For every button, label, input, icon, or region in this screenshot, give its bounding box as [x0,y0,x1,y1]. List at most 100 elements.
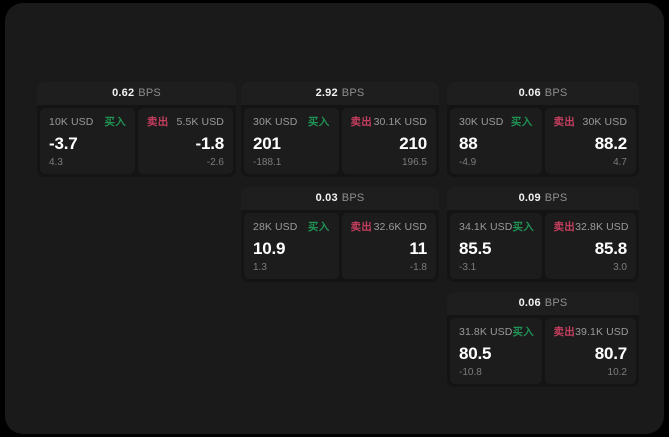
buy-notional: 31.8K USD [459,325,513,338]
bps-value: 2.92 [315,87,338,99]
sell-tag: 卖出 [553,116,576,128]
sell-tag: 卖出 [350,116,373,128]
quote-card[interactable]: 2.92 BPS 30K USD 买入 201 -188.1 30. [241,82,439,177]
buy-side[interactable]: 34.1K USD 买入 85.5 -3.1 [450,213,542,279]
sell-side[interactable]: 5.5K USD 卖出 -1.8 -2.6 [138,108,233,174]
buy-side[interactable]: 30K USD 买入 88 -4.9 [450,108,542,174]
card-header: 2.92 BPS [241,82,439,105]
bps-value: 0.06 [518,297,541,309]
buy-side-header: 28K USD 买入 [253,220,330,234]
sell-notional: 5.5K USD [176,115,224,128]
sell-side-header: 5.5K USD 卖出 [147,115,224,129]
sell-price: 11 [409,239,427,258]
card-sides: 10K USD 买入 -3.7 4.3 5.5K USD 卖出 -1.8 -2.… [37,105,236,177]
bps-unit: BPS [544,192,568,204]
sell-delta: -1.8 [409,262,427,273]
sell-price: 85.8 [594,239,627,258]
buy-delta: -10.8 [459,367,482,378]
buy-tag: 买入 [512,326,535,338]
sell-notional: 39.1K USD [575,325,629,338]
sell-side[interactable]: 30K USD 卖出 88.2 4.7 [544,108,636,174]
quote-board-panel: 0.62 BPS 10K USD 买入 -3.7 4.3 5.5K [5,3,664,434]
buy-tag: 买入 [512,221,535,233]
buy-side[interactable]: 10K USD 买入 -3.7 4.3 [40,108,135,174]
sell-side[interactable]: 39.1K USD 卖出 80.7 10.2 [544,318,636,384]
quote-card[interactable]: 0.03 BPS 28K USD 买入 10.9 1.3 32.6K [241,187,439,282]
bps-unit: BPS [341,192,365,204]
sell-side[interactable]: 32.6K USD 卖出 11 -1.8 [341,213,436,279]
sell-side[interactable]: 32.8K USD 卖出 85.8 3.0 [544,213,636,279]
sell-delta: 10.2 [607,367,627,378]
card-header: 0.09 BPS [447,187,639,210]
sell-side-header: 32.6K USD 卖出 [350,220,428,234]
buy-price: 85.5 [459,239,492,258]
bps-value: 0.09 [518,192,541,204]
bps-value: 0.62 [112,87,135,99]
sell-delta: 196.5 [401,157,427,168]
card-sides: 31.8K USD 买入 80.5 -10.8 39.1K USD 卖出 80.… [447,315,639,387]
buy-delta: 1.3 [253,262,267,273]
sell-notional: 30.1K USD [373,115,427,128]
buy-side-header: 30K USD 买入 [253,115,330,129]
card-sides: 30K USD 买入 201 -188.1 30.1K USD 卖出 210 1… [241,105,439,177]
buy-side[interactable]: 30K USD 买入 201 -188.1 [244,108,339,174]
buy-delta: -188.1 [253,157,282,168]
card-header: 0.06 BPS [447,82,639,105]
buy-delta: -4.9 [459,157,477,168]
sell-tag: 卖出 [147,116,169,128]
sell-side-header: 30.1K USD 卖出 [350,115,428,129]
buy-notional: 28K USD [253,220,298,233]
buy-side-header: 10K USD 买入 [49,115,126,129]
card-header: 0.06 BPS [447,292,639,315]
buy-tag: 买入 [104,116,126,128]
sell-price: 210 [399,134,427,153]
sell-price: -1.8 [195,134,225,153]
buy-notional: 34.1K USD [459,220,513,233]
bps-unit: BPS [341,87,365,99]
buy-side-header: 34.1K USD 买入 [459,220,535,234]
bps-value: 0.03 [315,192,338,204]
sell-side[interactable]: 30.1K USD 卖出 210 196.5 [341,108,436,174]
quote-card[interactable]: 0.62 BPS 10K USD 买入 -3.7 4.3 5.5K [37,82,236,177]
buy-delta: -3.1 [459,262,477,273]
sell-side-header: 39.1K USD 卖出 [553,325,629,339]
buy-side[interactable]: 28K USD 买入 10.9 1.3 [244,213,339,279]
sell-notional: 32.8K USD [575,220,629,233]
buy-tag: 买入 [510,116,533,128]
card-sides: 34.1K USD 买入 85.5 -3.1 32.8K USD 卖出 85.8… [447,210,639,282]
sell-side-header: 32.8K USD 卖出 [553,220,629,234]
quote-card[interactable]: 0.06 BPS 31.8K USD 买入 80.5 -10.8 3 [447,292,639,387]
buy-notional: 10K USD [49,115,94,128]
buy-delta: 4.3 [49,157,63,168]
quote-card[interactable]: 0.09 BPS 34.1K USD 买入 85.5 -3.1 32 [447,187,639,282]
sell-side-header: 30K USD 卖出 [553,115,628,129]
sell-tag: 卖出 [553,221,576,233]
buy-side-header: 31.8K USD 买入 [459,325,535,339]
buy-price: 10.9 [253,239,286,258]
card-header: 0.03 BPS [241,187,439,210]
buy-price: 80.5 [459,344,492,363]
sell-delta: 4.7 [613,157,627,168]
buy-tag: 买入 [307,116,330,128]
sell-notional: 30K USD [582,115,627,128]
sell-delta: -2.6 [206,157,224,168]
buy-price: 201 [253,134,281,153]
bps-value: 0.06 [518,87,541,99]
quote-card[interactable]: 0.06 BPS 30K USD 买入 88 -4.9 30K US [447,82,639,177]
buy-notional: 30K USD [253,115,298,128]
sell-tag: 卖出 [553,326,576,338]
card-header: 0.62 BPS [37,82,236,105]
sell-delta: 3.0 [613,262,627,273]
bps-unit: BPS [138,87,161,99]
bps-unit: BPS [544,87,568,99]
card-sides: 28K USD 买入 10.9 1.3 32.6K USD 卖出 11 -1.8 [241,210,439,282]
bps-unit: BPS [544,297,568,309]
buy-price: -3.7 [49,134,78,153]
sell-price: 88.2 [594,134,627,153]
buy-notional: 30K USD [459,115,504,128]
buy-side[interactable]: 31.8K USD 买入 80.5 -10.8 [450,318,542,384]
sell-tag: 卖出 [350,221,373,233]
card-sides: 30K USD 买入 88 -4.9 30K USD 卖出 88.2 4.7 [447,105,639,177]
sell-notional: 32.6K USD [373,220,427,233]
